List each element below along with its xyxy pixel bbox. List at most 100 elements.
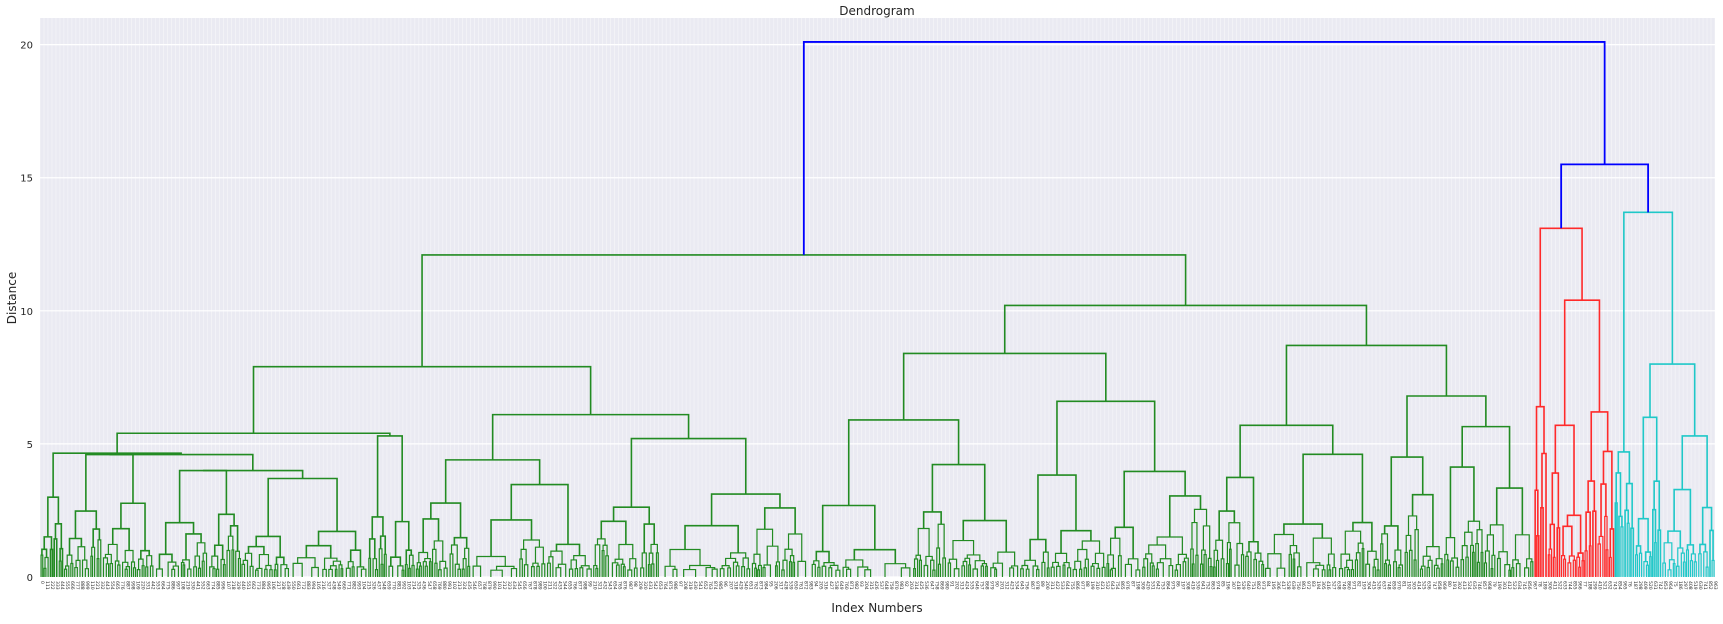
dendrogram-link — [454, 563, 460, 577]
dendrogram-link — [1581, 560, 1585, 577]
dendrogram-link — [1556, 527, 1561, 577]
dendrogram-link — [570, 559, 577, 570]
x-tick-label: 751 — [1250, 581, 1256, 590]
x-tick-label: 857 — [1481, 581, 1487, 590]
dendrogram-link — [640, 567, 645, 577]
dendrogram-link — [149, 565, 154, 577]
dendrogram-link — [611, 562, 619, 577]
x-tick-label: 330 — [190, 581, 196, 590]
dendrogram-link — [1588, 545, 1592, 577]
dendrogram-link — [763, 507, 796, 535]
dendrogram-link — [258, 553, 270, 569]
dendrogram-link — [1653, 480, 1661, 531]
x-tick-label: 648 — [883, 581, 889, 590]
dendrogram-link — [77, 546, 86, 561]
dendrogram-link — [334, 568, 338, 577]
x-tick-label: 658 — [431, 581, 437, 590]
dendrogram-link — [338, 564, 343, 577]
dendrogram-link — [1149, 562, 1154, 577]
dendrogram-link — [1449, 466, 1475, 538]
x-tick-label: 424 — [963, 581, 969, 590]
x-tick-label: 981 — [898, 581, 904, 590]
x-tick-label: 965 — [1622, 581, 1628, 590]
x-tick-label: 879 — [486, 581, 492, 590]
x-tick-label: 527 — [1330, 581, 1336, 590]
x-tick-label: 774 — [210, 581, 216, 590]
x-tick-label: 874 — [712, 581, 718, 590]
dendrogram-link — [182, 564, 186, 577]
x-tick-label: 317 — [778, 581, 784, 590]
x-tick-label: 309 — [1139, 581, 1145, 590]
dendrogram-link — [1384, 563, 1388, 577]
dendrogram-link — [684, 524, 739, 553]
x-tick-label: 976 — [1124, 581, 1130, 590]
dendrogram-link — [1624, 509, 1629, 577]
x-tick-label: 414 — [1416, 581, 1422, 590]
dendrogram-link — [1420, 565, 1426, 577]
dendrogram-link — [648, 552, 654, 565]
dendrogram-link — [196, 542, 206, 557]
x-tick-label: 865 — [1119, 581, 1125, 590]
x-tick-label: 434 — [511, 581, 517, 590]
x-tick-label: 329 — [235, 581, 241, 590]
dendrogram-link — [59, 547, 64, 577]
x-tick-label: 769 — [436, 581, 442, 590]
dendrogram-link — [408, 554, 414, 569]
dendrogram-link — [1148, 544, 1167, 559]
dendrogram-link — [140, 549, 151, 560]
x-tick-label: 979 — [989, 581, 995, 590]
dendrogram-link — [1649, 363, 1696, 436]
dendrogram-link — [683, 568, 697, 577]
x-tick-label: 187 — [1632, 581, 1638, 590]
dendrogram-link — [641, 552, 647, 577]
x-tick-label: 974 — [1215, 581, 1221, 590]
dendrogram-link — [536, 565, 540, 577]
x-tick-label: 83 — [1310, 581, 1316, 587]
x-tick-label: 544 — [561, 581, 567, 590]
x-tick-label: 432 — [602, 581, 608, 590]
x-tick-label: 196 — [1225, 581, 1231, 590]
x-tick-label: 768 — [481, 581, 487, 590]
x-tick-label: 416 — [1325, 581, 1331, 590]
x-tick-label: 530 — [1195, 581, 1201, 590]
x-tick-label: 519 — [1692, 581, 1698, 590]
x-tick-label: 866 — [1074, 581, 1080, 590]
x-tick-label: 325 — [416, 581, 422, 590]
dendrogram-link — [1338, 568, 1344, 577]
dendrogram-link — [1376, 569, 1380, 577]
x-tick-label: 772 — [300, 581, 306, 590]
dendrogram-link — [490, 569, 503, 577]
x-tick-label: 867 — [1029, 581, 1035, 590]
dendrogram-link — [757, 564, 762, 577]
dendrogram-link — [1145, 553, 1153, 564]
dendrogram-link — [615, 564, 620, 577]
dendrogram-link — [185, 533, 202, 560]
x-tick-label: 315 — [868, 581, 874, 590]
dendrogram-link — [438, 569, 442, 577]
dendrogram-link — [247, 545, 265, 555]
dendrogram-link — [1213, 549, 1219, 568]
x-tick-label: 98 — [632, 581, 638, 587]
dendrogram-link — [130, 561, 136, 577]
x-tick-label: 314 — [913, 581, 919, 590]
dendrogram-link — [125, 566, 131, 577]
x-tick-label: 755 — [1069, 581, 1075, 590]
dendrogram-link — [58, 560, 62, 577]
x-tick-label: 441 — [195, 581, 201, 590]
x-tick-label: 206 — [772, 581, 778, 590]
x-tick-label: 963 — [1712, 581, 1718, 590]
dendrogram-link — [1096, 567, 1101, 577]
x-tick-label: 650 — [793, 581, 799, 590]
x-tick-label: 745 — [1521, 581, 1527, 590]
dendrogram-link — [1209, 565, 1213, 577]
x-tick-labels: 0 111 222 333 444 555 666 777 888 999 110 221 332 443… — [39, 581, 1718, 590]
dendrogram-link — [231, 549, 235, 577]
x-tick-label: 660 — [340, 581, 346, 590]
dendrogram-link — [96, 558, 100, 577]
dendrogram-link — [1297, 566, 1302, 577]
x-tick-label: 744 — [1566, 581, 1572, 590]
dendrogram-link — [203, 469, 304, 479]
x-tick-label: 546 — [471, 581, 477, 590]
dendrogram-link — [1191, 521, 1198, 556]
dendrogram-link — [292, 562, 303, 577]
